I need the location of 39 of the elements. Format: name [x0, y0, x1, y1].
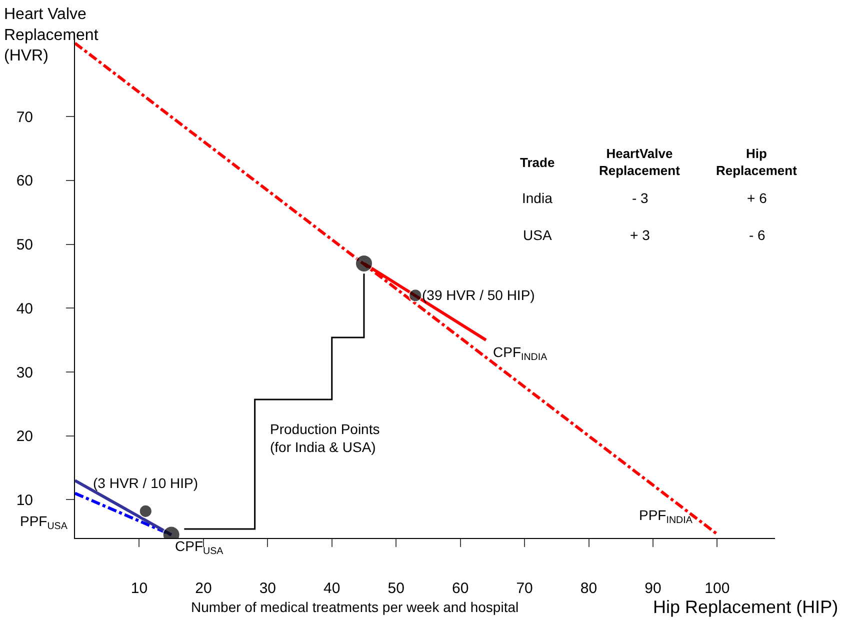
annotation: Trade [520, 155, 555, 170]
annotation: PPF$_{INDIA}$ [639, 507, 693, 526]
annotation: USA [523, 227, 552, 243]
annotation: (39 HVR / 50 HIP) [422, 287, 535, 303]
annotation: India [522, 190, 553, 206]
x-tick-label: 50 [388, 580, 404, 597]
annotation: Production Points (for India & USA) [270, 421, 380, 456]
annotation: Hip Replacement [716, 146, 798, 178]
annotation: + 3 [630, 227, 650, 243]
annotation: - 6 [749, 227, 766, 243]
x-tick-label: 90 [644, 580, 662, 597]
annotation: (3 HVR / 10 HIP) [93, 475, 198, 491]
x-tick-label: 20 [195, 580, 212, 597]
y-tick-label: 40 [16, 300, 33, 318]
y-tick-label: 50 [16, 236, 33, 254]
x-tick-label: 40 [324, 580, 340, 597]
y-axis-title: Heart Valve Replacement (HVR) [4, 6, 99, 65]
annotation: CPF$_{INDIA}$ [493, 344, 548, 363]
x-tick-label: 10 [130, 580, 148, 597]
point [355, 254, 373, 272]
y-tick-label: 70 [16, 108, 33, 126]
x-tick-label: 70 [516, 580, 533, 597]
x-axis-title: Hip Replacement (HIP) [653, 597, 838, 617]
point [138, 504, 152, 518]
x-tick-label: 60 [452, 580, 469, 597]
text: Number of medical treatments per week and hospital [191, 599, 519, 615]
x-tick-label: 100 [704, 580, 730, 597]
annotation: PPF$_{USA}$ [20, 513, 68, 532]
y-tick-label: 60 [16, 172, 33, 190]
annotation: + 6 [747, 190, 768, 206]
x-tick-label: 30 [259, 580, 276, 597]
annotation: CPF$_{USA}$ [175, 538, 224, 557]
annotation: HeartValve Replacement [599, 146, 681, 178]
annotation: - 3 [632, 190, 649, 206]
y-tick-label: 10 [16, 492, 33, 509]
point [408, 288, 422, 302]
x-tick-label: 80 [580, 580, 598, 597]
y-tick-label: 30 [16, 364, 33, 382]
y-tick-label: 20 [16, 428, 33, 446]
